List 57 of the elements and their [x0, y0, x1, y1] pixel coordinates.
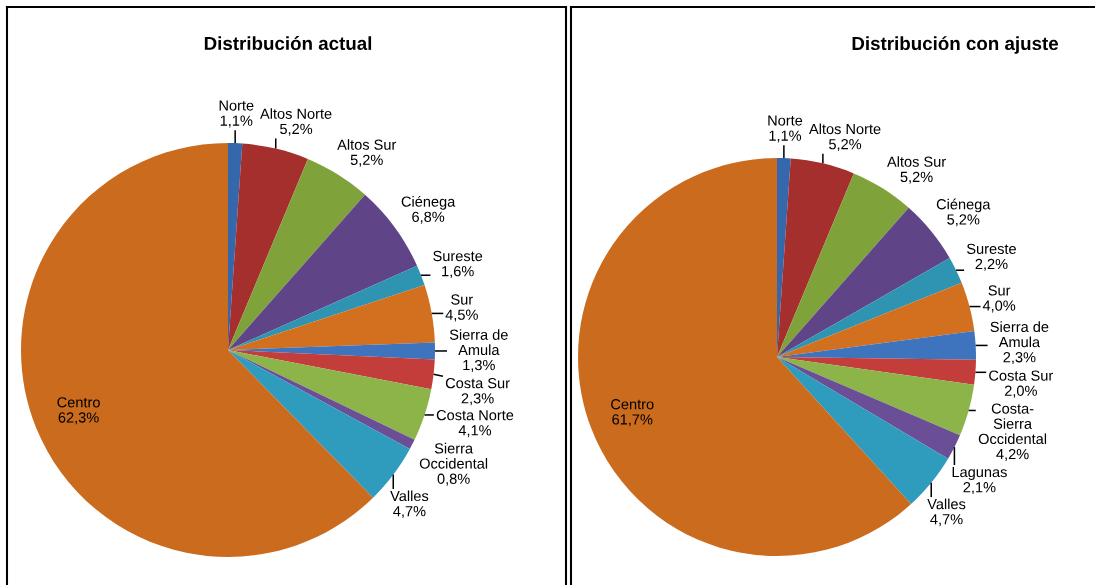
data-label: 5,2%	[947, 214, 980, 227]
slice-label: Costa Norte	[436, 410, 514, 421]
slice-label: Ciénega	[936, 198, 991, 213]
slice-label: Lagunas	[952, 467, 1007, 481]
data-label: 61,7%	[612, 414, 653, 427]
data-label: 2,0%	[1004, 385, 1037, 398]
data-label: 5,2%	[829, 139, 862, 152]
slice-label: Altos Sur	[887, 156, 946, 167]
data-label: 5,2%	[900, 171, 933, 184]
data-label: 1,1%	[769, 130, 802, 143]
slice-label: Sureste	[433, 250, 483, 262]
slice-label: Sierra Occidental	[419, 442, 488, 469]
data-label: 6,8%	[412, 211, 445, 224]
slice-label: Centro	[611, 399, 654, 410]
slice-label: Ciénega	[401, 195, 456, 210]
data-label: 5,2%	[350, 154, 383, 167]
pie-slice	[777, 158, 854, 357]
slice-label: Altos Sur	[337, 139, 397, 150]
slice-label: Valles	[390, 490, 429, 502]
data-label: 4,5%	[445, 309, 478, 322]
slice-label: Costa Sur	[989, 370, 1054, 381]
slice-label: Valles	[927, 498, 966, 510]
pie-slice	[228, 265, 425, 350]
pie-slice	[777, 357, 975, 436]
slice-label: Sur	[988, 285, 1011, 296]
slice-label: Costa Sur	[445, 377, 510, 389]
data-label: 2,1%	[963, 482, 996, 495]
slice-label: Sierra de Amula	[990, 321, 1049, 348]
slice-label: Sierra de Amula	[449, 329, 508, 356]
slice-label: Centro	[57, 397, 100, 408]
data-label: 62,3%	[58, 412, 99, 425]
data-label: 4,7%	[930, 514, 963, 527]
data-label: 4,0%	[982, 300, 1016, 313]
data-label: 2,3%	[461, 393, 494, 406]
slice-label: Sureste	[966, 243, 1016, 254]
data-label: 1,6%	[442, 266, 474, 279]
data-label: 1,1%	[220, 115, 253, 128]
data-label: 0,8%	[437, 473, 470, 486]
slice-label: Altos Norte	[260, 108, 332, 119]
data-label: 4,2%	[996, 448, 1029, 461]
slice-label: Costa- Sierra Occidental	[978, 403, 1047, 445]
slice-label: Sur	[451, 294, 473, 305]
pie-slice	[777, 258, 962, 357]
chart-title: Distribución con ajuste	[852, 36, 1059, 54]
data-label: 1,3%	[463, 359, 495, 372]
data-label: 2,3%	[1003, 352, 1036, 365]
pie-slice	[228, 350, 435, 390]
chart-title: Distribución actual	[204, 36, 372, 51]
data-label: 4,1%	[458, 425, 492, 438]
pie-slice	[228, 350, 432, 440]
data-label: 4,7%	[393, 506, 426, 519]
slice-label: Norte	[219, 100, 254, 111]
slice-label: Norte	[768, 115, 803, 126]
data-label: 5,2%	[280, 123, 313, 136]
data-label: 2,2%	[975, 258, 1008, 271]
pie-slice	[228, 143, 308, 350]
slice-label: Altos Norte	[809, 123, 881, 135]
